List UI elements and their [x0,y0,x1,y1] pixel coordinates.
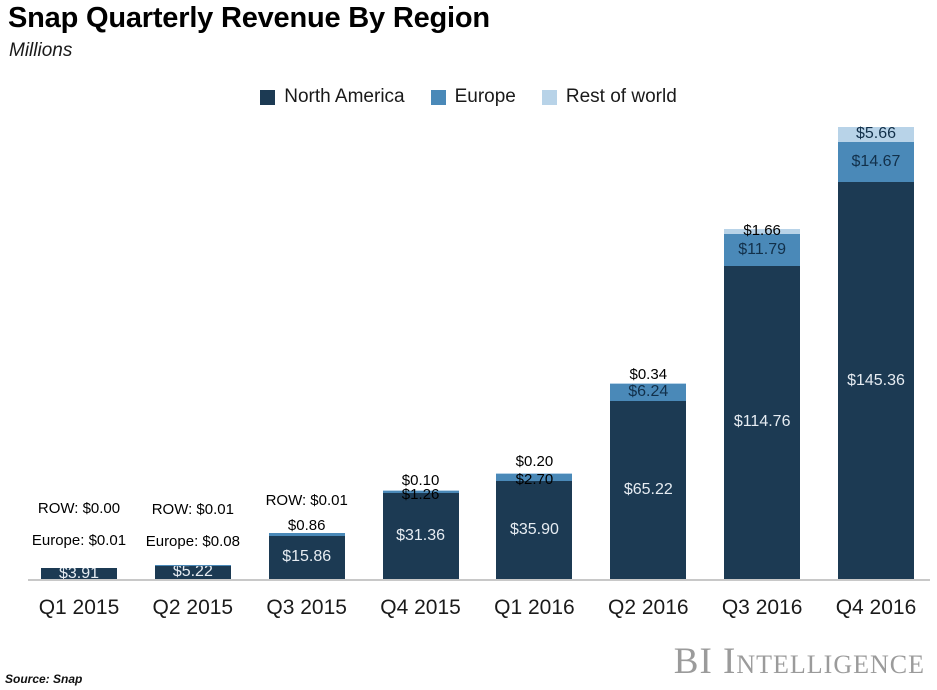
bar-segment-north-america: $145.36 [837,182,914,579]
category-label: Q1 2016 [494,596,575,619]
bar-segment-rest-of-world [496,473,573,474]
value-label: $31.36 [396,527,446,545]
legend-swatch-north-america-icon [260,89,276,105]
bar-segment-north-america: $15.86 [268,535,345,579]
category-label: Q2 2015 [152,596,234,619]
legend-label: North America [284,86,405,107]
value-label: $0.20 [515,453,554,471]
legend-item-rest-of-world: Rest of world [541,86,677,108]
legend-label: Europe [454,86,516,107]
source-note: Source: Snap [5,672,83,686]
page-subtitle: Millions [9,40,73,61]
page-title: Snap Quarterly Revenue By Region [8,2,490,34]
legend-item-europe: Europe [430,86,516,108]
value-label: $114.76 [733,413,791,431]
value-label: $11.79 [738,240,787,258]
bar-segment-north-america: $3.91 [41,568,117,579]
bar-segment-north-america: $31.36 [382,493,459,579]
x-axis-line [28,579,930,581]
bar-segment-rest-of-world: $5.66 [837,125,914,143]
category-label: Q4 2015 [380,596,461,619]
value-label: $2.70 [515,471,554,489]
bar-segment-north-america: $5.22 [154,564,231,579]
category-label: Q3 2015 [266,596,347,619]
value-label: $35.90 [509,520,559,538]
bar-segment-north-america: $35.90 [496,480,573,579]
value-label: $3.91 [58,568,100,579]
bar-segment-europe [268,533,345,536]
bar-segment-north-america: $114.76 [724,265,801,579]
category-label: Q1 2015 [38,596,120,619]
value-label: $1.66 [743,221,781,239]
value-label: $14.67 [851,153,901,171]
value-label: $6.24 [628,383,669,401]
bar-segment-europe: $14.67 [837,142,914,183]
category-label: Q4 2016 [835,596,917,619]
value-label: $65.22 [623,480,673,498]
value-label: Europe: $0.01 [31,532,127,550]
legend-label: Rest of world [565,86,677,107]
bar-segment-rest-of-world [610,382,687,384]
brand-logo: BI Intelligence [673,641,925,682]
bar-segment-rest-of-world [724,228,801,234]
value-label: ROW: $0.01 [151,500,234,518]
value-label: $0.10 [401,471,440,489]
category-label: Q3 2016 [721,596,803,619]
value-label: Europe: $0.08 [145,532,240,550]
bar-segment-europe: $6.24 [610,383,687,401]
legend-swatch-rest-of-world-icon [541,89,557,105]
legend: North America Europe Rest of world [0,86,937,108]
bar-segment-europe [382,489,459,494]
bar-segment-north-america: $65.22 [610,400,687,579]
value-label: ROW: $0.00 [37,500,121,518]
value-label: ROW: $0.01 [265,492,348,510]
legend-item-north-america: North America [260,86,405,108]
value-label: $1.26 [401,485,440,503]
value-label: $5.66 [855,125,896,143]
value-label: $145.36 [847,371,905,389]
bar-segment-europe: $11.79 [724,233,801,266]
bar-segment-europe [496,473,573,481]
value-label: $15.86 [282,548,332,566]
value-label: $0.86 [287,517,326,535]
category-label: Q2 2016 [607,596,689,619]
value-label: $0.34 [629,365,668,383]
legend-swatch-europe-icon [430,89,446,105]
value-label: $5.22 [172,564,213,579]
